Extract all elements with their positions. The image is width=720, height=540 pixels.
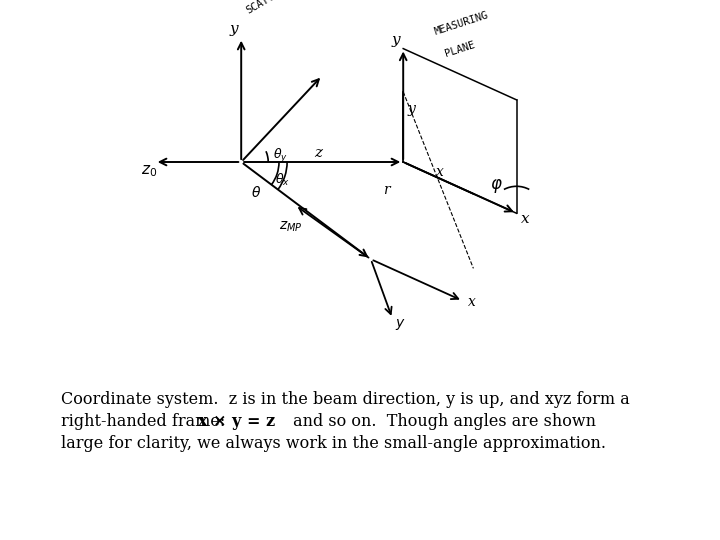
Text: r: r [383, 184, 390, 198]
Text: Coordinate system.  z is in the beam direction, y is up, and xyz form a: Coordinate system. z is in the beam dire… [61, 392, 630, 408]
Text: $\theta_x$: $\theta_x$ [275, 172, 289, 188]
Text: large for clarity, we always work in the small-angle approximation.: large for clarity, we always work in the… [61, 435, 606, 451]
Text: $\varphi$: $\varphi$ [490, 177, 503, 195]
Text: MEASURING: MEASURING [433, 10, 490, 37]
Text: x: x [436, 165, 444, 179]
Text: x × y = z: x × y = z [198, 413, 275, 430]
Text: PLANE: PLANE [444, 39, 477, 59]
Text: $\theta_y$: $\theta_y$ [273, 147, 287, 165]
Text: $z_{MP}$: $z_{MP}$ [279, 219, 302, 234]
Text: x: x [468, 295, 476, 309]
Text: and so on.  Though angles are shown: and so on. Though angles are shown [288, 413, 596, 430]
Text: y: y [408, 103, 415, 117]
Text: x: x [521, 212, 529, 226]
Text: z: z [314, 146, 322, 160]
Text: SCATTERER: SCATTERER [244, 0, 297, 16]
Text: y: y [392, 33, 400, 48]
Text: right-handed frame:: right-handed frame: [61, 413, 230, 430]
Text: $y$: $y$ [395, 316, 406, 332]
Text: y: y [230, 23, 238, 37]
Text: $\theta$: $\theta$ [251, 185, 261, 200]
Text: $z_0$: $z_0$ [141, 163, 158, 179]
